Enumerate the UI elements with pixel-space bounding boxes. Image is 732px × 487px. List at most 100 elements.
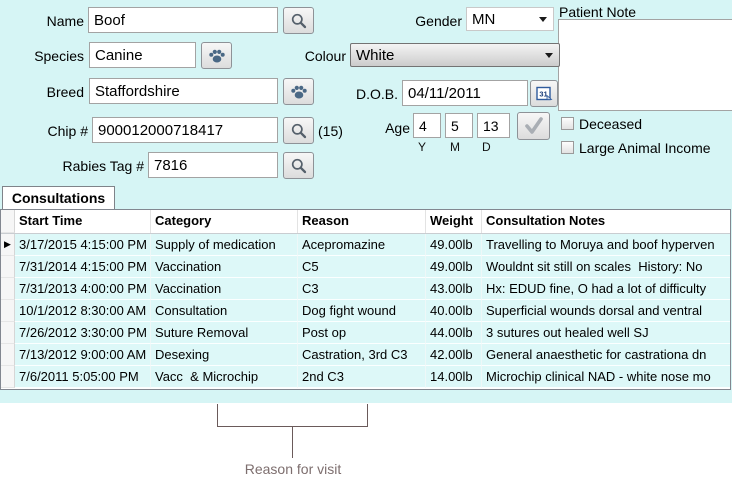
cell-reason: Acepromazine — [298, 234, 426, 256]
species-picker-button[interactable] — [201, 42, 232, 69]
age-apply-button[interactable] — [517, 112, 550, 140]
species-input[interactable] — [89, 42, 196, 68]
cell-weight: 49.00lb — [426, 234, 482, 256]
chip-input[interactable] — [92, 117, 278, 143]
chevron-down-icon — [545, 53, 553, 58]
cell-notes: Hx: EDUD fine, O had a lot of difficulty — [482, 278, 730, 300]
age-months-input[interactable] — [445, 113, 473, 138]
row-selector[interactable] — [1, 256, 15, 278]
rabies-search-button[interactable] — [283, 152, 314, 179]
dob-calendar-button[interactable]: 31 — [530, 80, 558, 107]
breed-picker-button[interactable] — [283, 78, 314, 105]
consultations-rows: ▶ 3/17/2015 4:15:00 PM Supply of medicatio… — [1, 234, 730, 388]
annotation-reason-for-visit: Reason for visit — [244, 461, 342, 477]
row-selector[interactable] — [1, 344, 15, 366]
cell-notes: 3 sutures out healed well SJ — [482, 322, 730, 344]
search-icon — [290, 122, 308, 140]
cell-reason: Post op — [298, 322, 426, 344]
cell-start-time: 10/1/2012 8:30:00 AM — [15, 300, 151, 322]
cell-start-time: 7/31/2014 4:15:00 PM — [15, 256, 151, 278]
calendar-icon: 31 — [535, 86, 553, 102]
deceased-label: Deceased — [579, 116, 643, 132]
table-row[interactable]: 7/6/2011 5:05:00 PM Vacc & Microchip 2nd C… — [1, 366, 730, 388]
column-header-category[interactable]: Category — [151, 210, 298, 233]
tab-consultations[interactable]: Consultations — [2, 186, 115, 209]
cell-category: Suture Removal — [151, 322, 298, 344]
paw-icon — [290, 84, 308, 100]
large-animal-income-label: Large Animal Income — [579, 140, 711, 156]
patient-note-label: Patient Note — [559, 4, 637, 20]
breed-input[interactable] — [89, 78, 278, 104]
deceased-checkbox[interactable] — [561, 117, 574, 130]
search-icon — [290, 12, 308, 30]
table-row[interactable]: ▶ 3/17/2015 4:15:00 PM Supply of medicatio… — [1, 234, 730, 256]
rabies-label: Rabies Tag # — [62, 158, 144, 174]
cell-category: Vaccination — [151, 278, 298, 300]
cell-weight: 40.00lb — [426, 300, 482, 322]
colour-label: Colour — [304, 48, 346, 64]
dob-input[interactable] — [402, 80, 528, 106]
current-row-indicator[interactable]: ▶ — [1, 234, 15, 256]
age-unit-years: Y — [418, 140, 427, 154]
svg-text:31: 31 — [539, 89, 547, 98]
column-header-weight[interactable]: Weight — [426, 210, 482, 233]
cell-weight: 49.00lb — [426, 256, 482, 278]
large-animal-income-checkbox[interactable] — [561, 141, 574, 154]
species-label: Species — [34, 48, 84, 64]
cell-notes: General anaesthetic for castrationa dn — [482, 344, 730, 366]
cell-notes: Travelling to Moruya and boof hyperven — [482, 234, 730, 256]
table-row[interactable]: 7/31/2014 4:15:00 PM Vaccination C5 49.00lb… — [1, 256, 730, 278]
table-row[interactable]: 10/1/2012 8:30:00 AM Consultation Dog figh… — [1, 300, 730, 322]
cell-notes: Superficial wounds dorsal and ventral — [482, 300, 730, 322]
patient-note-textarea[interactable] — [558, 19, 732, 111]
chevron-down-icon — [539, 17, 547, 22]
cell-reason: 2nd C3 — [298, 366, 426, 388]
column-header-consultation-notes[interactable]: Consultation Notes — [486, 213, 606, 228]
patient-details-panel: Name Species Breed Chip # — [0, 0, 732, 403]
dob-label: D.O.B. — [355, 86, 398, 102]
colour-select[interactable]: White — [350, 43, 560, 67]
table-row[interactable]: 7/26/2012 3:30:00 PM Suture Removal Post o… — [1, 322, 730, 344]
table-row[interactable]: 7/13/2012 9:00:00 AM Desexing Castration, … — [1, 344, 730, 366]
cell-weight: 42.00lb — [426, 344, 482, 366]
chip-search-button[interactable] — [283, 117, 314, 144]
gender-select[interactable]: MN — [466, 7, 554, 31]
cell-start-time: 7/13/2012 9:00:00 AM — [15, 344, 151, 366]
bracket-left-line — [217, 404, 218, 426]
name-input[interactable] — [88, 7, 278, 33]
column-header-reason[interactable]: Reason — [298, 210, 426, 233]
gender-value: MN — [472, 10, 496, 28]
table-row[interactable]: 7/31/2013 4:00:00 PM Vaccination C3 43.00lb… — [1, 278, 730, 300]
row-selector[interactable] — [1, 278, 15, 300]
name-search-button[interactable] — [283, 7, 314, 34]
cell-category: Vacc & Microchip — [151, 366, 298, 388]
age-years-input[interactable] — [413, 113, 441, 138]
cell-category: Vaccination — [151, 256, 298, 278]
rabies-input[interactable] — [148, 152, 278, 178]
checkmark-icon — [523, 116, 545, 136]
colour-value: White — [356, 46, 395, 64]
bracket-right-line — [367, 404, 368, 426]
age-unit-days: D — [482, 140, 491, 154]
column-header-start-time[interactable]: Start Time — [15, 210, 151, 233]
header-selector-cell — [1, 210, 15, 233]
cell-reason: Castration, 3rd C3 — [298, 344, 426, 366]
cell-category: Supply of medication — [151, 234, 298, 256]
paw-icon — [208, 48, 226, 64]
chip-label: Chip # — [47, 123, 88, 139]
age-unit-months: M — [450, 140, 460, 154]
cell-start-time: 7/31/2013 4:00:00 PM — [15, 278, 151, 300]
age-days-input[interactable] — [477, 113, 510, 138]
row-selector[interactable] — [1, 322, 15, 344]
cell-notes: Microchip clinical NAD - white nose mo — [482, 366, 730, 388]
gender-label: Gender — [415, 13, 462, 29]
breed-label: Breed — [46, 84, 84, 100]
chip-length-suffix: (15) — [318, 123, 343, 139]
cell-start-time: 3/17/2015 4:15:00 PM — [15, 234, 151, 256]
name-label: Name — [46, 13, 84, 29]
row-selector[interactable] — [1, 366, 15, 388]
row-selector[interactable] — [1, 300, 15, 322]
cell-weight: 43.00lb — [426, 278, 482, 300]
age-label: Age — [385, 120, 410, 136]
